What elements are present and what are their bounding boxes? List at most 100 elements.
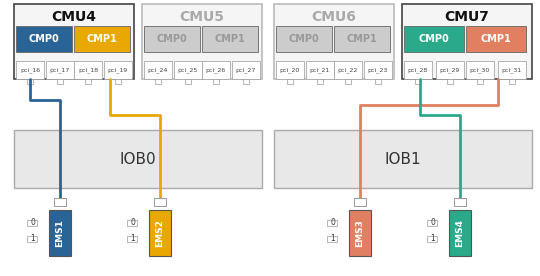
Text: pci_24: pci_24	[148, 67, 168, 73]
Text: CMU4: CMU4	[51, 10, 97, 24]
Text: CMP0: CMP0	[157, 34, 187, 44]
Bar	[174, 61, 202, 79]
Text: IOB1: IOB1	[384, 152, 421, 166]
Text: EMS2: EMS2	[156, 219, 165, 247]
Bar	[202, 61, 230, 79]
Bar	[364, 61, 392, 79]
Text: 0: 0	[30, 218, 35, 227]
Bar	[274, 130, 532, 188]
Bar	[74, 26, 130, 52]
Bar	[509, 79, 515, 84]
Bar	[185, 79, 191, 84]
Bar	[104, 61, 132, 79]
Bar	[232, 61, 260, 79]
Bar	[16, 61, 44, 79]
Text: EMS1: EMS1	[56, 219, 64, 247]
Bar	[144, 26, 200, 52]
Text: EMS4: EMS4	[456, 219, 464, 247]
Text: 0: 0	[430, 218, 435, 227]
Text: pci_31: pci_31	[502, 67, 522, 73]
Bar	[402, 4, 532, 79]
Bar	[466, 61, 494, 79]
Bar	[404, 61, 432, 79]
Text: CMP0: CMP0	[288, 34, 319, 44]
Text: pci_19: pci_19	[108, 67, 128, 73]
Bar	[243, 79, 249, 84]
Text: 1: 1	[430, 234, 435, 243]
Bar	[415, 79, 421, 84]
Text: CMU7: CMU7	[444, 10, 489, 24]
Bar	[287, 79, 293, 84]
Bar	[334, 61, 362, 79]
Text: pci_30: pci_30	[470, 67, 490, 73]
Bar	[14, 4, 134, 79]
Bar	[274, 4, 394, 79]
Bar	[327, 235, 337, 242]
Bar	[202, 26, 258, 52]
Text: 1: 1	[130, 234, 135, 243]
Text: pci_26: pci_26	[206, 67, 226, 73]
Bar	[149, 210, 171, 256]
Bar	[466, 26, 526, 52]
Text: CMP1: CMP1	[86, 34, 117, 44]
Bar	[447, 79, 453, 84]
Text: pci_22: pci_22	[338, 67, 358, 73]
Text: 1: 1	[30, 234, 35, 243]
Bar	[54, 198, 66, 206]
Bar	[154, 198, 166, 206]
Text: pci_17: pci_17	[50, 67, 70, 73]
Text: EMS3: EMS3	[355, 219, 364, 247]
Bar	[85, 79, 91, 84]
Bar	[57, 79, 63, 84]
Bar	[27, 220, 37, 226]
Text: CMP1: CMP1	[214, 34, 245, 44]
Bar	[317, 79, 323, 84]
Bar	[404, 26, 464, 52]
Text: 0: 0	[330, 218, 335, 227]
Text: pci_18: pci_18	[78, 67, 98, 73]
Bar	[49, 210, 71, 256]
Bar	[354, 198, 366, 206]
Bar	[276, 61, 304, 79]
Bar	[375, 79, 381, 84]
Text: 1: 1	[330, 234, 335, 243]
Bar	[454, 198, 466, 206]
Text: pci_29: pci_29	[440, 67, 460, 73]
Bar	[306, 61, 334, 79]
Bar	[46, 61, 74, 79]
Bar	[115, 79, 121, 84]
Bar	[127, 235, 137, 242]
Text: pci_16: pci_16	[20, 67, 40, 73]
Text: CMP1: CMP1	[481, 34, 511, 44]
Text: CMU5: CMU5	[179, 10, 225, 24]
Text: 0: 0	[130, 218, 135, 227]
Bar	[349, 210, 371, 256]
Bar	[477, 79, 483, 84]
Text: CMP1: CMP1	[347, 34, 377, 44]
Text: CMU6: CMU6	[312, 10, 356, 24]
Bar	[14, 130, 262, 188]
Bar	[16, 26, 72, 52]
Bar	[334, 26, 390, 52]
Bar	[142, 4, 262, 79]
Bar	[498, 61, 526, 79]
Text: pci_25: pci_25	[178, 67, 198, 73]
Bar	[327, 220, 337, 226]
Bar	[74, 61, 102, 79]
Bar	[27, 79, 33, 84]
Text: CMP0: CMP0	[29, 34, 59, 44]
Text: CMP0: CMP0	[418, 34, 449, 44]
Text: IOB0: IOB0	[120, 152, 156, 166]
Bar	[213, 79, 219, 84]
Bar	[427, 235, 437, 242]
Bar	[449, 210, 471, 256]
Text: pci_27: pci_27	[236, 67, 256, 73]
Bar	[345, 79, 351, 84]
Text: pci_23: pci_23	[368, 67, 388, 73]
Bar	[144, 61, 172, 79]
Bar	[276, 26, 332, 52]
Bar	[427, 220, 437, 226]
Text: pci_28: pci_28	[408, 67, 428, 73]
Bar	[155, 79, 161, 84]
Bar	[127, 220, 137, 226]
